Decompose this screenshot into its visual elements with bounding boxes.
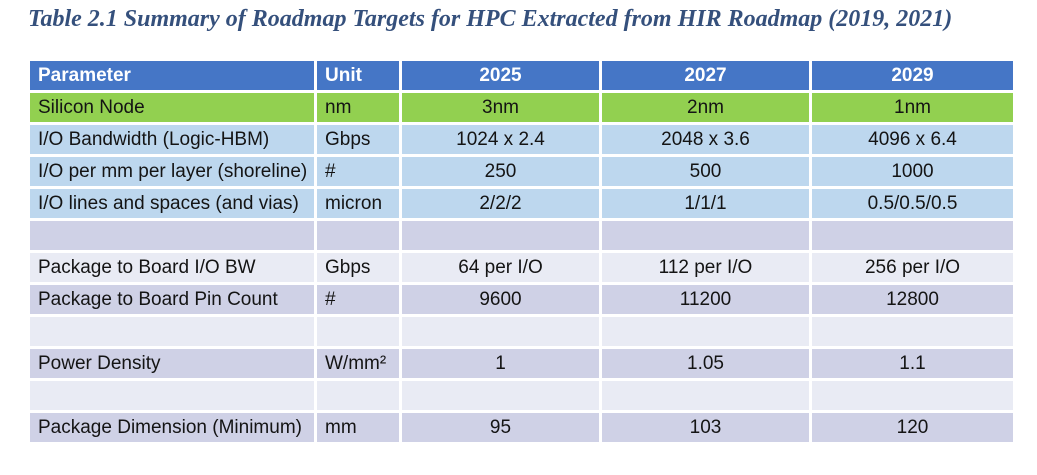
table-cell: Silicon Node	[27, 90, 317, 125]
table-cell	[314, 218, 402, 253]
table-cell: 0.5/0.5/0.5	[809, 186, 1016, 221]
table-cell: 1	[399, 346, 602, 381]
table-row: Package to Board Pin Count #9600 11200 1280…	[27, 282, 1016, 317]
table-cell: Package to Board I/O BW	[27, 250, 317, 285]
table-row: I/O Bandwidth (Logic-HBM) Gbps 1024 x 2.4 2…	[27, 122, 1016, 157]
spacer-row	[27, 218, 1016, 253]
table-cell: 1024 x 2.4	[399, 122, 602, 157]
table-row: Power Density W/mm² 1 1.05 1.1	[27, 346, 1016, 381]
table-cell: I/O per mm per layer (shoreline)	[27, 154, 317, 189]
table-row: I/O per mm per layer (shoreline) #250 500 1…	[27, 154, 1016, 189]
table-cell: Gbps	[314, 122, 402, 157]
table-cell: Package Dimension (Minimum)	[27, 410, 317, 445]
table-row: Silicon Node nm 3nm 2nm 1nm	[27, 90, 1016, 125]
table-cell: Power Density	[27, 346, 317, 381]
table-cell: 103	[599, 410, 812, 445]
table-cell: I/O Bandwidth (Logic-HBM)	[27, 122, 317, 157]
table-row: Package to Board I/O BW Gbps 64 per I/O 112…	[27, 250, 1016, 285]
table-cell: 1nm	[809, 90, 1016, 125]
table-cell	[599, 378, 812, 413]
table-cell: 256 per I/O	[809, 250, 1016, 285]
table-cell: 3nm	[399, 90, 602, 125]
table-cell	[27, 378, 317, 413]
table-cell: #	[314, 154, 402, 189]
table-cell: nm	[314, 90, 402, 125]
table-row: Package Dimension (Minimum) mm 95 103 120	[27, 410, 1016, 445]
table-cell	[399, 378, 602, 413]
table-cell: 2nm	[599, 90, 812, 125]
table-cell	[809, 314, 1016, 349]
table-cell: 11200	[599, 282, 812, 317]
table-cell	[809, 218, 1016, 253]
table-cell: 112 per I/O	[599, 250, 812, 285]
table-cell	[599, 314, 812, 349]
column-header-2029: 2029	[809, 58, 1016, 93]
table-row: I/O lines and spaces (and vias) micron 2/2…	[27, 186, 1016, 221]
table-cell: #	[314, 282, 402, 317]
table-cell: Package to Board Pin Count	[27, 282, 317, 317]
table-body: Silicon Node nm 3nm 2nm 1nm I/O Bandwidth (Lo…	[27, 90, 1016, 445]
table-cell: mm	[314, 410, 402, 445]
table-cell: 2/2/2	[399, 186, 602, 221]
table-cell	[27, 314, 317, 349]
table-cell	[314, 378, 402, 413]
table-cell: 1.05	[599, 346, 812, 381]
spacer-row	[27, 378, 1016, 413]
column-header-parameter: Parameter	[27, 58, 317, 93]
table-cell: 120	[809, 410, 1016, 445]
table-cell: I/O lines and spaces (and vias)	[27, 186, 317, 221]
table-cell: Gbps	[314, 250, 402, 285]
table-caption: Table 2.1 Summary of Roadmap Targets for…	[28, 6, 953, 32]
table-cell: 1.1	[809, 346, 1016, 381]
roadmap-table: Parameter Unit 2025 2027 2029 Silicon No…	[27, 58, 1016, 445]
header-row: Parameter Unit 2025 2027 2029	[27, 58, 1016, 93]
column-header-2025: 2025	[399, 58, 602, 93]
table-cell	[399, 218, 602, 253]
table-cell	[399, 314, 602, 349]
table-cell: 9600	[399, 282, 602, 317]
table-cell: micron	[314, 186, 402, 221]
table-cell: 95	[399, 410, 602, 445]
table-cell: W/mm²	[314, 346, 402, 381]
table-cell	[314, 314, 402, 349]
table-cell	[599, 218, 812, 253]
table-cell: 1/1/1	[599, 186, 812, 221]
table-cell: 1000	[809, 154, 1016, 189]
table-cell: 64 per I/O	[399, 250, 602, 285]
table-cell: 4096 x 6.4	[809, 122, 1016, 157]
table-cell	[27, 218, 317, 253]
table-cell	[809, 378, 1016, 413]
table-cell: 250	[399, 154, 602, 189]
column-header-unit: Unit	[314, 58, 402, 93]
spacer-row	[27, 314, 1016, 349]
table-cell: 12800	[809, 282, 1016, 317]
table-cell: 500	[599, 154, 812, 189]
column-header-2027: 2027	[599, 58, 812, 93]
table-cell: 2048 x 3.6	[599, 122, 812, 157]
